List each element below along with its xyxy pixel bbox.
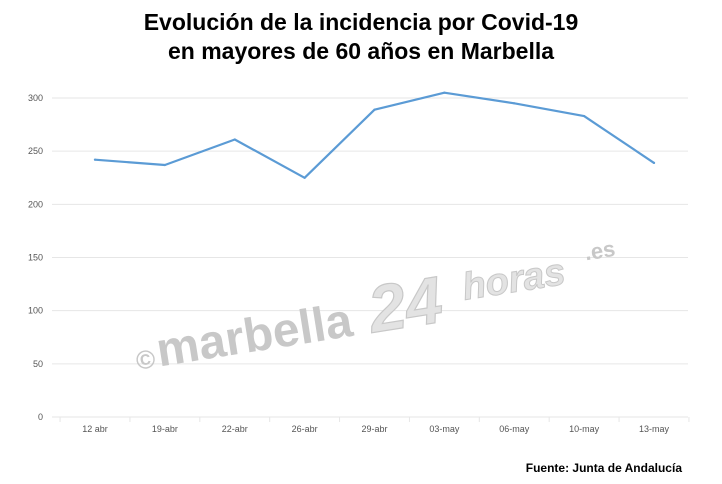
data-point [652, 161, 656, 164]
x-tick-label: 13-may [639, 424, 670, 434]
data-point [93, 158, 97, 161]
watermark-copyright: © [134, 343, 158, 376]
y-tick-label: 100 [28, 306, 43, 316]
x-axis-ticks: 12 abr 19-abr 22-abr 26-abr 29-abr 03-may 06-m… [59, 417, 690, 434]
y-tick-label: 300 [28, 93, 43, 103]
data-point [513, 102, 516, 105]
series-layer [93, 91, 656, 179]
x-tick-label: 19-abr [152, 424, 178, 434]
data-point [233, 138, 236, 141]
y-tick-label: 0 [38, 412, 43, 422]
watermark-horas: horas [459, 251, 568, 309]
data-point [303, 176, 306, 179]
x-tick-label: 12 abr [82, 424, 108, 434]
watermark-tld: .es [583, 236, 617, 265]
data-point [163, 163, 166, 167]
data-point [583, 114, 586, 118]
x-tick-label: 03-may [429, 424, 460, 434]
x-tick-label: 29-abr [361, 424, 387, 434]
data-point [373, 108, 376, 111]
y-tick-label: 50 [33, 359, 43, 369]
y-tick-label: 200 [28, 199, 43, 209]
x-tick-label: 26-abr [292, 424, 318, 434]
title-line-2: en mayores de 60 años en Marbella [167, 38, 555, 64]
watermark: © marbella 24 horas .es [134, 236, 617, 377]
x-tick-label: 10-may [569, 424, 600, 434]
series-line [93, 91, 656, 179]
grid-layer [52, 97, 688, 418]
y-tick-label: 250 [28, 146, 43, 156]
watermark-number: 24 [361, 262, 447, 347]
y-tick-label: 150 [28, 253, 43, 263]
source-note: Fuente: Junta de Andalucía [525, 461, 682, 475]
data-point [443, 91, 446, 94]
title-line-1: Evolución de la incidencia por Covid-19 [143, 9, 579, 35]
x-tick-label: 06-may [499, 424, 530, 434]
y-axis-ticks: 0 50 100 150 200 250 300 [28, 93, 43, 422]
chart-title: Evolución de la incidencia por Covid-19 … [0, 8, 722, 66]
x-tick-label: 22-abr [222, 424, 248, 434]
watermark-brand: marbella [153, 294, 357, 377]
